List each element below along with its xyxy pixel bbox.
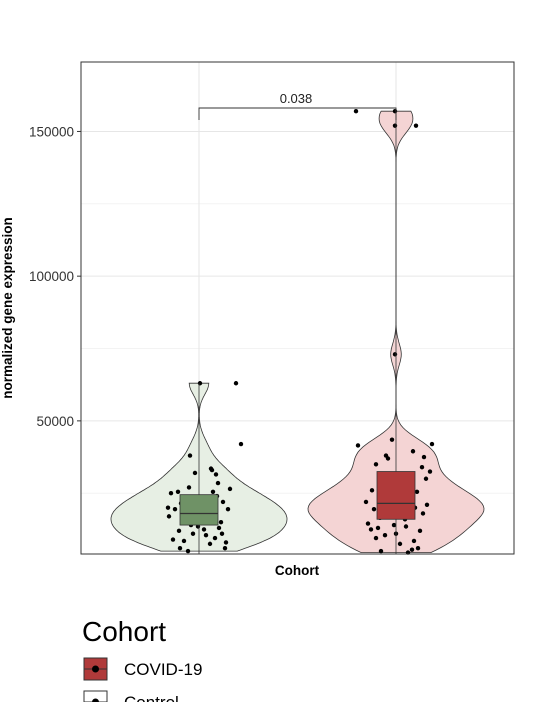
legend-key-point (92, 665, 99, 673)
data-point (369, 488, 375, 493)
data-point (166, 514, 172, 519)
data-point (185, 548, 191, 554)
data-point (397, 541, 403, 547)
data-point (421, 454, 427, 460)
significance-label: 0.038 (280, 91, 313, 106)
data-point (181, 538, 187, 544)
data-point (385, 456, 391, 461)
data-point (209, 467, 215, 473)
data-point (203, 532, 209, 538)
significance-bracket (198, 107, 397, 120)
data-point (190, 531, 196, 536)
data-point (427, 469, 433, 474)
data-point (225, 506, 231, 512)
data-point (392, 352, 398, 357)
y-tick-label: 150000 (29, 124, 74, 139)
data-point (187, 453, 193, 458)
data-point (212, 535, 218, 541)
data-point (415, 546, 421, 551)
data-point (419, 464, 425, 470)
data-point (409, 547, 415, 552)
data-point (233, 381, 239, 386)
data-point (170, 537, 176, 542)
legend-entry: Control (83, 690, 179, 707)
data-point (375, 525, 381, 531)
data-point (353, 109, 359, 114)
data-point (424, 502, 430, 507)
data-point (210, 489, 216, 494)
data-point (227, 486, 233, 492)
data-point (382, 532, 388, 538)
data-point (392, 123, 398, 128)
data-point (429, 441, 435, 447)
data-point (368, 527, 374, 532)
data-point (168, 491, 174, 496)
data-point (363, 499, 369, 505)
box (376, 471, 416, 520)
data-point (378, 548, 384, 554)
data-point (423, 476, 429, 481)
panel-border (80, 61, 515, 555)
data-point (389, 437, 395, 442)
data-point (365, 521, 371, 526)
data-point (201, 527, 207, 532)
bracket-line (198, 107, 397, 120)
data-point (355, 443, 361, 448)
y-tick-label: 50000 (36, 414, 74, 429)
data-point (413, 123, 419, 128)
y-tick-label: 100000 (29, 269, 74, 284)
legend-title: Cohort (82, 616, 166, 647)
data-point (192, 470, 198, 476)
data-point (186, 485, 192, 490)
data-point (222, 546, 228, 551)
data-point (219, 531, 225, 536)
box (179, 494, 219, 526)
data-point (411, 538, 417, 544)
data-point (417, 528, 423, 534)
data-point (207, 541, 213, 547)
data-point (371, 506, 377, 512)
data-point (213, 472, 219, 477)
data-point (223, 540, 229, 545)
data-point (391, 522, 397, 528)
data-point (176, 528, 182, 534)
legend-label: COVID-19 (124, 660, 202, 679)
legend-entry: COVID-19 (83, 657, 202, 681)
data-point (414, 489, 420, 494)
data-point (420, 511, 426, 516)
data-point (216, 525, 222, 531)
data-point (373, 462, 379, 467)
data-point (403, 524, 409, 529)
data-point (218, 519, 224, 525)
legend-label: Control (124, 693, 179, 702)
data-point (410, 449, 416, 454)
data-point (197, 381, 203, 386)
data-point (220, 499, 226, 505)
boxplots (179, 111, 416, 554)
data-point (392, 109, 398, 114)
data-point (175, 489, 181, 494)
data-point (177, 546, 183, 551)
y-axis: 50000 100000 150000 (29, 124, 81, 429)
data-point (238, 441, 244, 447)
data-point (373, 535, 379, 541)
x-axis-label: Cohort (275, 563, 320, 578)
y-axis-label: normalized gene expression (0, 217, 15, 399)
data-point (165, 505, 171, 510)
data-point (215, 480, 221, 486)
data-point (172, 506, 178, 512)
